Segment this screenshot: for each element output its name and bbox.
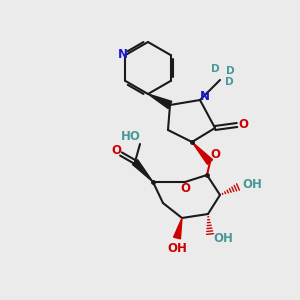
Text: D: D (225, 77, 233, 87)
Polygon shape (132, 160, 153, 182)
Text: OH: OH (242, 178, 262, 190)
Text: D: D (226, 66, 234, 76)
Text: D: D (211, 64, 219, 74)
Text: O: O (210, 148, 220, 161)
Polygon shape (174, 218, 182, 239)
Text: N: N (118, 47, 128, 61)
Text: O: O (180, 182, 190, 196)
Polygon shape (192, 142, 213, 164)
Text: HO: HO (121, 130, 141, 142)
Text: O: O (111, 143, 121, 157)
Text: OH: OH (213, 232, 233, 245)
Text: O: O (238, 118, 248, 131)
Text: N: N (200, 91, 210, 103)
Polygon shape (148, 94, 172, 109)
Text: OH: OH (167, 242, 187, 254)
